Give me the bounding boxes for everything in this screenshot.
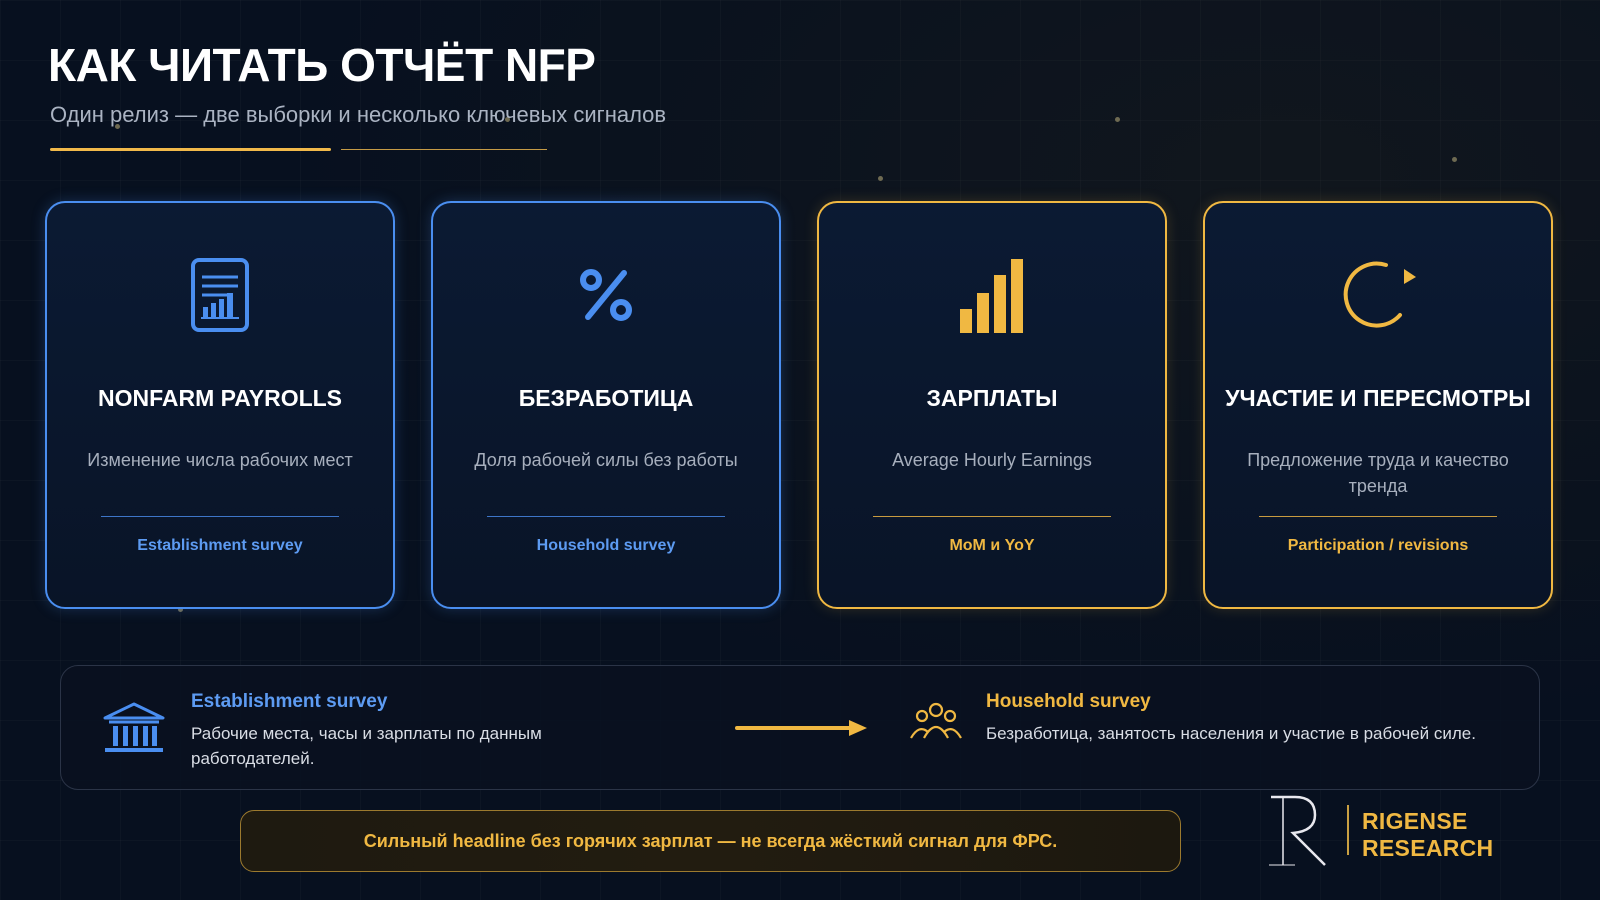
report-chart-icon [180, 255, 260, 335]
card-nonfarm-payrolls: NONFARM PAYROLLS Изменение числа рабочих… [45, 201, 395, 609]
title-underline-thin [341, 149, 547, 150]
brand-separator [1347, 805, 1349, 855]
card-participation-revisions: УЧАСТИЕ И ПЕРЕСМОТРЫ Предложение труда и… [1203, 201, 1553, 609]
decor-dot [115, 124, 120, 129]
card-title: БЕЗРАБОТИЦА [518, 385, 694, 411]
title-underline [50, 148, 331, 151]
decor-dot [178, 607, 183, 612]
brand-name: RIGENSE RESEARCH [1362, 808, 1494, 861]
flow-left-title: Establishment survey [191, 691, 388, 712]
flow-right-title: Household survey [986, 691, 1151, 712]
card-title: УЧАСТИЕ И ПЕРЕСМОТРЫ [1225, 385, 1531, 411]
card-footer: Household survey [536, 537, 676, 554]
survey-flow-panel: Establishment survey Рабочие места, часы… [60, 665, 1540, 790]
decor-dot [505, 117, 510, 122]
card-unemployment: БЕЗРАБОТИЦА Доля рабочей силы без работы… [431, 201, 781, 609]
card-description: Предложение труда и качество тренда [1247, 450, 1509, 496]
bank-icon [103, 702, 165, 754]
card-description: Доля рабочей силы без работы [474, 450, 738, 470]
card-footer: MoM и YoY [949, 537, 1035, 554]
key-takeaway-note: Сильный headline без горячих зарплат — н… [240, 810, 1181, 872]
card-description: Изменение числа рабочих мест [87, 450, 353, 470]
card-divider [1259, 516, 1497, 517]
card-footer: Establishment survey [137, 537, 303, 554]
card-footer: Participation / revisions [1287, 537, 1469, 554]
card-divider [487, 516, 725, 517]
refresh-icon [1338, 255, 1418, 335]
page-title: КАК ЧИТАТЬ ОТЧЁТ NFP [48, 39, 596, 91]
percent-icon [566, 255, 646, 335]
card-title: NONFARM PAYROLLS [97, 385, 343, 411]
card-divider [101, 516, 339, 517]
decor-dot [1452, 157, 1457, 162]
bar-chart-icon [952, 255, 1032, 335]
flow-left-text: Рабочие места, часы и зарплаты по данным… [191, 724, 542, 768]
card-description: Average Hourly Earnings [892, 450, 1092, 470]
rigense-logo-icon [1265, 793, 1330, 868]
card-title: ЗАРПЛАТЫ [926, 385, 1058, 411]
card-wages: ЗАРПЛАТЫ Average Hourly Earnings MoM и Y… [817, 201, 1167, 609]
decor-dot [1115, 117, 1120, 122]
people-group-icon [909, 702, 963, 742]
card-divider [873, 516, 1111, 517]
page-subtitle: Один релиз — две выборки и несколько клю… [50, 102, 667, 127]
arrow-right-icon [735, 718, 869, 738]
decor-dot [878, 176, 883, 181]
flow-right-text: Безработица, занятость населения и участ… [986, 724, 1476, 743]
